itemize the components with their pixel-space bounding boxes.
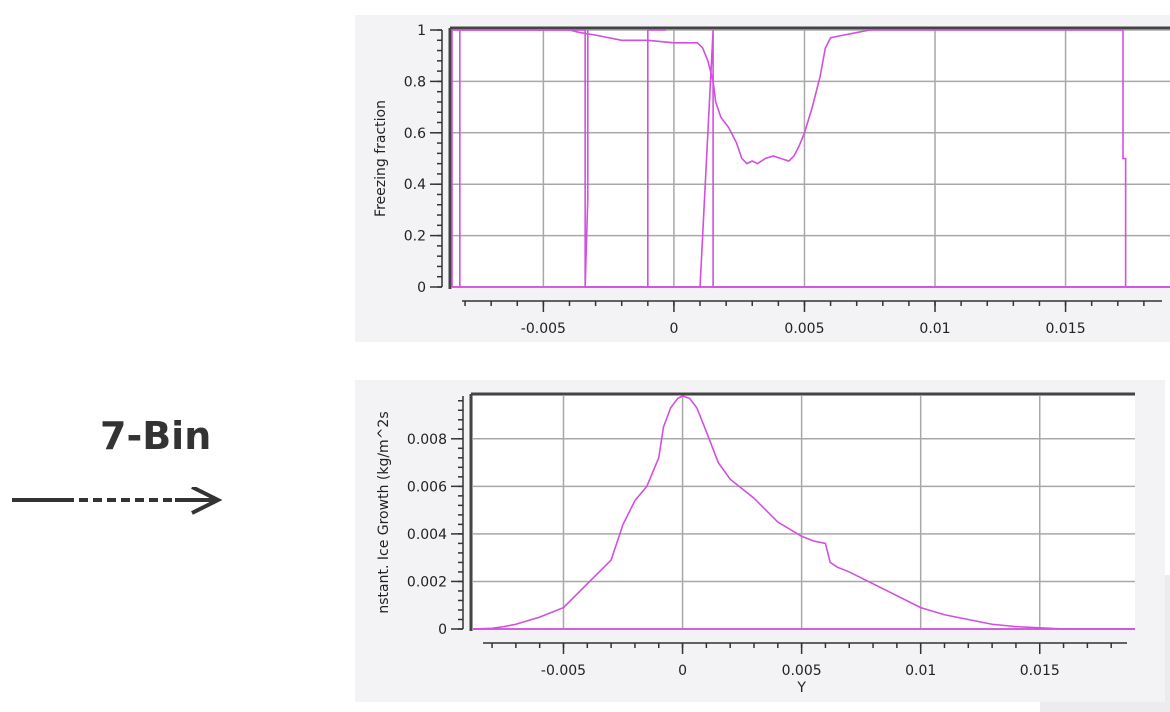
decorative-corner-shape-bottom [1040, 700, 1170, 712]
y-tick-label: 0.2 [404, 229, 426, 245]
data-series-line [451, 29, 1170, 288]
x-tick-label: 0.005 [782, 663, 822, 679]
plot-area [473, 396, 1135, 629]
freezing-fraction-chart: 0 0.2 0.4 0.6 0.8 1 Freezing fraction -0.005 0 0.… [373, 23, 1170, 337]
x-tick-label: 0.015 [1020, 663, 1060, 679]
dashed-arrow-icon [12, 487, 223, 515]
y-tick-label: 1 [417, 23, 426, 39]
ice-growth-chart-panel: 0 0.002 0.004 0.006 0.008 nstant. Ice Growth … [355, 380, 1165, 702]
data-series-line [472, 395, 1135, 630]
y-axis-title: nstant. Ice Growth (kg/m^2s [376, 411, 392, 613]
y-tick-label: 0.006 [407, 479, 447, 495]
y-tick-label: 0 [438, 622, 447, 638]
ice-growth-chart: 0 0.002 0.004 0.006 0.008 nstant. Ice Growth … [376, 392, 1135, 696]
y-tick-label: 0.6 [404, 126, 426, 142]
bin-count-label: 7-Bin [100, 414, 212, 458]
x-tick-label: 0 [669, 321, 678, 337]
x-tick-label: 0.01 [905, 663, 936, 679]
y-tick-label: 0 [417, 280, 426, 296]
y-tick-label: 0.004 [407, 527, 447, 543]
y-tick-label: 0.002 [407, 574, 447, 590]
freezing-fraction-chart-panel: 0 0.2 0.4 0.6 0.8 1 Freezing fraction -0.005 0 0.… [355, 15, 1170, 342]
bin-segment-line [459, 29, 589, 288]
x-tick-label: 0.01 [919, 321, 950, 337]
x-tick-label: -0.005 [541, 663, 586, 679]
y-tick-label: 0.4 [404, 177, 426, 193]
y-tick-label: 0.008 [407, 432, 447, 448]
x-tick-label: -0.005 [521, 321, 566, 337]
x-tick-label: 0.015 [1046, 321, 1086, 337]
plot-area [452, 30, 1170, 287]
x-tick-label: 0 [678, 663, 687, 679]
y-axis-title: Freezing fraction [373, 100, 389, 217]
x-tick-label: 0.005 [784, 321, 824, 337]
x-axis-title: Y [796, 680, 806, 696]
y-tick-label: 0.8 [404, 74, 426, 90]
